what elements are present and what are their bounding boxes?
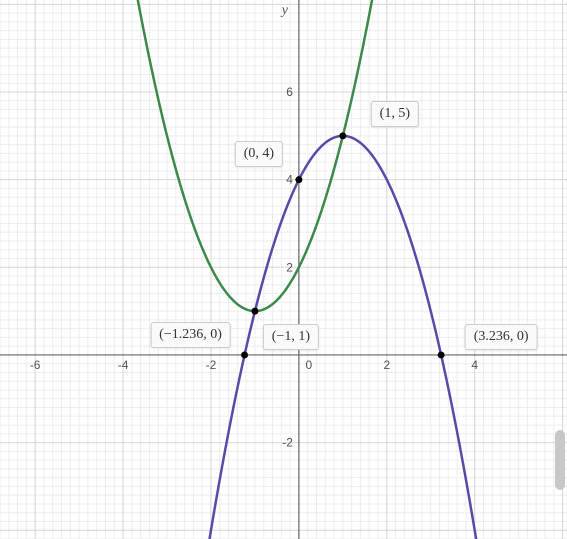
point — [251, 308, 258, 315]
chart-container: -6 -4 -2 2 4 -2 2 4 6 0 y (0, 4) (1, 5) (−1, 1) (−1.2… — [0, 0, 567, 539]
point — [339, 132, 346, 139]
x-tick-label: 2 — [383, 358, 390, 372]
x-tick-label: -2 — [206, 358, 217, 372]
point — [438, 351, 445, 358]
point — [295, 176, 302, 183]
x-tick-label: 4 — [471, 358, 478, 372]
y-tick-label: 4 — [286, 173, 293, 187]
point-label: (1, 5) — [371, 101, 419, 127]
y-axis-title: y — [280, 3, 289, 18]
origin-label: 0 — [306, 358, 313, 372]
point-label: (−1.236, 0) — [150, 322, 231, 348]
point-label: (0, 4) — [235, 141, 283, 167]
x-tick-label: -4 — [118, 358, 129, 372]
y-tick-label: -2 — [282, 436, 293, 450]
scrollbar-thumb[interactable] — [555, 430, 565, 490]
point-label: (3.236, 0) — [465, 324, 538, 350]
point — [241, 351, 248, 358]
y-tick-label: 2 — [286, 260, 293, 274]
y-tick-label: 6 — [286, 85, 293, 99]
point-label: (−1, 1) — [263, 324, 319, 350]
chart-svg: -6 -4 -2 2 4 -2 2 4 6 0 y — [0, 0, 567, 539]
x-tick-label: -6 — [30, 358, 41, 372]
